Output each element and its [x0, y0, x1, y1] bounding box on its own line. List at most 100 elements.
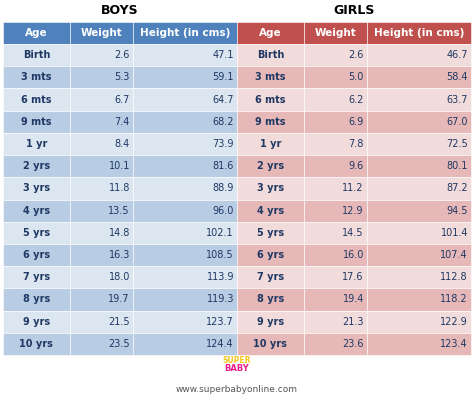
Text: 123.7: 123.7	[206, 317, 234, 327]
Bar	[3, 222, 70, 244]
Text: 5.3: 5.3	[115, 72, 130, 82]
Text: 119.3: 119.3	[207, 295, 234, 304]
Bar	[3, 22, 70, 44]
Text: 1 yr: 1 yr	[26, 139, 47, 149]
Text: 2.6: 2.6	[115, 50, 130, 60]
Bar	[133, 244, 237, 266]
Text: 72.5: 72.5	[446, 139, 468, 149]
Text: Height (in cms): Height (in cms)	[140, 28, 230, 38]
Bar	[304, 89, 367, 111]
Text: 8 yrs: 8 yrs	[23, 295, 50, 304]
Bar	[70, 155, 133, 177]
Text: 88.9: 88.9	[213, 183, 234, 193]
Bar	[304, 244, 367, 266]
Bar	[304, 44, 367, 66]
Text: 3 mts: 3 mts	[255, 72, 286, 82]
Text: 19.4: 19.4	[343, 295, 364, 304]
Bar	[133, 22, 237, 44]
Text: Birth: Birth	[23, 50, 50, 60]
Text: 21.5: 21.5	[108, 317, 130, 327]
Text: 4 yrs: 4 yrs	[23, 206, 50, 216]
Text: 3 yrs: 3 yrs	[257, 183, 284, 193]
Bar	[70, 222, 133, 244]
Text: 14.8: 14.8	[109, 228, 130, 238]
Bar	[367, 288, 471, 310]
Bar	[3, 200, 70, 222]
Text: 6 mts: 6 mts	[255, 94, 286, 104]
Text: 11.8: 11.8	[109, 183, 130, 193]
Text: 113.9: 113.9	[207, 272, 234, 282]
Text: Height (in cms): Height (in cms)	[374, 28, 464, 38]
Text: 6.9: 6.9	[348, 117, 364, 127]
Bar	[133, 288, 237, 310]
Bar	[367, 266, 471, 288]
Text: 94.5: 94.5	[447, 206, 468, 216]
Bar	[133, 111, 237, 133]
Bar	[237, 66, 304, 89]
Bar	[304, 133, 367, 155]
Text: 8.4: 8.4	[115, 139, 130, 149]
Text: 59.1: 59.1	[212, 72, 234, 82]
Bar	[367, 22, 471, 44]
Text: Weight: Weight	[81, 28, 122, 38]
Text: 64.7: 64.7	[212, 94, 234, 104]
Bar	[70, 44, 133, 66]
Bar	[3, 0, 237, 22]
Bar	[367, 222, 471, 244]
Bar	[3, 44, 70, 66]
Text: 2.6: 2.6	[348, 50, 364, 60]
Bar	[304, 288, 367, 310]
Text: 2 yrs: 2 yrs	[257, 161, 284, 171]
Bar	[304, 22, 367, 44]
Text: 6 yrs: 6 yrs	[23, 250, 50, 260]
Bar	[3, 66, 70, 89]
Text: BOYS: BOYS	[101, 4, 139, 17]
Text: 5 yrs: 5 yrs	[23, 228, 50, 238]
Text: 10 yrs: 10 yrs	[19, 339, 53, 349]
Text: 67.0: 67.0	[447, 117, 468, 127]
Text: 16.0: 16.0	[343, 250, 364, 260]
Bar	[367, 200, 471, 222]
Text: 10 yrs: 10 yrs	[254, 339, 287, 349]
Text: 17.6: 17.6	[342, 272, 364, 282]
Text: 6.7: 6.7	[115, 94, 130, 104]
Bar	[367, 44, 471, 66]
Text: 7.8: 7.8	[348, 139, 364, 149]
Bar	[3, 89, 70, 111]
Text: 96.0: 96.0	[213, 206, 234, 216]
Bar	[70, 133, 133, 155]
Bar	[133, 222, 237, 244]
Bar	[3, 133, 70, 155]
Text: 107.4: 107.4	[440, 250, 468, 260]
Text: 123.4: 123.4	[440, 339, 468, 349]
Bar	[304, 222, 367, 244]
Bar	[237, 133, 304, 155]
Text: 47.1: 47.1	[212, 50, 234, 60]
Text: 9 mts: 9 mts	[255, 117, 286, 127]
Text: 87.2: 87.2	[447, 183, 468, 193]
Text: 7 yrs: 7 yrs	[23, 272, 50, 282]
Text: 9 mts: 9 mts	[21, 117, 52, 127]
Text: 4 yrs: 4 yrs	[257, 206, 284, 216]
Text: 5.0: 5.0	[348, 72, 364, 82]
Text: 9 yrs: 9 yrs	[257, 317, 284, 327]
Bar	[3, 310, 70, 333]
Bar	[304, 111, 367, 133]
Text: 23.5: 23.5	[108, 339, 130, 349]
Bar	[304, 266, 367, 288]
Bar	[133, 200, 237, 222]
Text: 18.0: 18.0	[109, 272, 130, 282]
Bar	[367, 66, 471, 89]
Text: www.superbabyonline.com: www.superbabyonline.com	[176, 385, 298, 393]
Text: 12.9: 12.9	[342, 206, 364, 216]
Bar	[133, 66, 237, 89]
Bar	[367, 244, 471, 266]
Text: 19.7: 19.7	[109, 295, 130, 304]
Bar	[70, 111, 133, 133]
Bar	[70, 244, 133, 266]
Bar	[70, 177, 133, 200]
Text: 118.2: 118.2	[440, 295, 468, 304]
Bar	[3, 244, 70, 266]
Text: 124.4: 124.4	[206, 339, 234, 349]
Text: 108.5: 108.5	[206, 250, 234, 260]
